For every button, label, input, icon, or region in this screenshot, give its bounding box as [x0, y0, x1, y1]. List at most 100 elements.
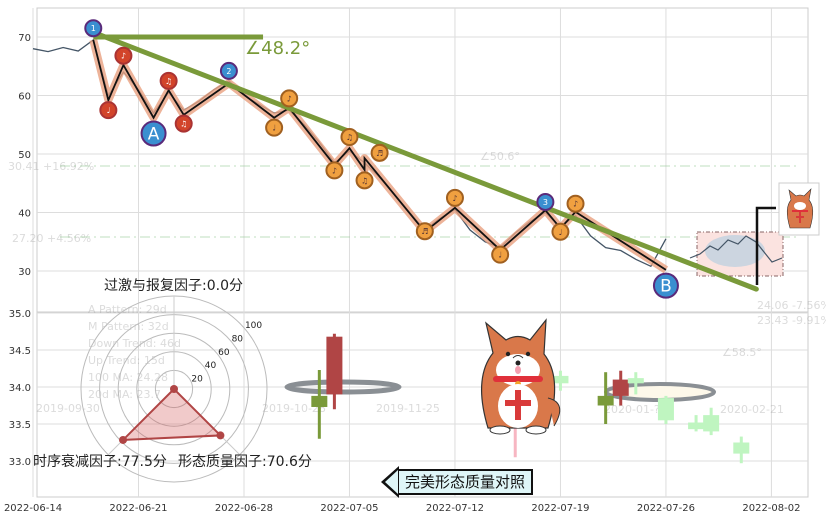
candle-body [597, 395, 614, 406]
candle-body [733, 442, 750, 454]
text-layer: ∠48.2° 过激与报复因子:0.0分 时序衰减因子:77.5分 形态质量因子:… [33, 38, 312, 470]
marker-label: ♪ [332, 166, 337, 175]
faint-date-label: 2019-09-30 [36, 402, 100, 415]
radar-axis-label-decay: 时序衰减因子:77.5分 [33, 453, 167, 470]
radar-ring-label: 60 [218, 348, 230, 358]
y-tick-label-lower: 34.5 [9, 346, 31, 357]
marker-red [114, 46, 133, 65]
candle-body [688, 422, 705, 430]
marker-red [159, 71, 178, 90]
faint-date-label: 2019-10-28 [262, 402, 326, 415]
marker-label: ♪ [573, 200, 578, 209]
marker-orange [566, 194, 585, 213]
marker-blue-small [219, 61, 238, 80]
marker-orange [445, 188, 464, 207]
shiba-illustrations [481, 182, 820, 435]
faint-date-label: 2020-02-21 [720, 403, 784, 416]
radar-point [216, 431, 225, 440]
marker-blue-small [536, 192, 555, 211]
marker-blue-large [140, 120, 167, 147]
shiba-dog-illustration [481, 318, 561, 435]
marker-label: ♪ [452, 194, 457, 203]
faint-date-label: 2020-01-?? [604, 403, 666, 416]
candle-body [657, 398, 674, 421]
candle-body [703, 415, 720, 432]
marker-red [99, 101, 118, 120]
radar-ring-label: 100 [245, 321, 262, 331]
x-tick-label: 2022-07-12 [426, 503, 484, 514]
marker-label: ♫ [361, 176, 368, 185]
compare-button[interactable]: 完美形态质量对照 [381, 466, 534, 498]
marker-orange [280, 89, 299, 108]
marker-orange [340, 128, 359, 147]
y-tick-label: 30 [18, 267, 31, 278]
y-tick-label-lower: 33.5 [9, 420, 31, 431]
candle-body [627, 378, 644, 384]
inset-price-line [689, 235, 783, 263]
faint-legend-entry: M Pattern: 32d [88, 320, 169, 333]
marker-label: ♪ [121, 52, 126, 61]
marker-label: ♫ [180, 120, 187, 129]
marker-label: ♩ [498, 251, 502, 260]
faint-angle-label: ∠58.5° [722, 346, 762, 359]
marker-label: ♩ [559, 228, 563, 237]
arrow-left-icon [381, 466, 399, 498]
bracket-marker [755, 206, 776, 285]
marker-orange [551, 222, 570, 241]
faint-date-label: 2019-11-25 [376, 402, 440, 415]
y-tick-label-lower: 33.0 [9, 457, 31, 468]
angle-label: ∠48.2° [245, 38, 310, 59]
marker-orange [491, 245, 510, 264]
inset-highlight [705, 235, 765, 267]
main-plot-frame [36, 7, 809, 313]
marker-label: B [660, 277, 672, 297]
faint-level-label: 30.41 +16.92% [8, 160, 94, 173]
x-tick-label: 2022-08-02 [742, 503, 800, 514]
marker-orange [265, 118, 284, 137]
x-tick-label: 2022-07-05 [320, 503, 378, 514]
faint-level-label: 24.06 -7.56% [757, 299, 826, 312]
marker-red [174, 114, 193, 133]
marker-label: ♫ [165, 77, 172, 86]
radar-point [119, 435, 128, 444]
marker-label: 1 [91, 24, 96, 33]
radar-ring-label: 80 [232, 334, 244, 344]
candle-body [612, 379, 629, 396]
marker-label: A [148, 125, 160, 145]
faint-level-label: 23.43 -9.91% [757, 314, 826, 327]
faint-angle-label: ∠50.6° [480, 150, 520, 163]
radar-ring-label: 20 [191, 375, 203, 385]
marker-label: ♪ [287, 94, 292, 103]
faint-level-label: 27.20 +4.56% [12, 232, 91, 245]
zigzag-line [92, 39, 667, 271]
y-tick-label-lower: 34.0 [9, 383, 31, 394]
axes: 2022-06-14 2022-06-21 2022-06-28 2022-07-05… [4, 33, 801, 514]
marker-orange [355, 171, 374, 190]
y-tick-label: 50 [18, 150, 31, 161]
trend-line [90, 29, 759, 292]
marker-label: ♬ [421, 227, 428, 236]
radar-polygon [120, 387, 223, 442]
x-tick-label: 2022-06-28 [215, 503, 273, 514]
marker-label: ♩ [106, 106, 110, 115]
highlight-ellipse [284, 379, 402, 395]
marker-label: ♩ [272, 124, 276, 133]
candle-body [326, 336, 343, 395]
marker-label: 2 [226, 67, 231, 76]
faint-legend-entry: 100 MA: 24.28 [88, 371, 168, 384]
y-tick-label-lower: 35.0 [9, 309, 31, 320]
x-tick-label: 2022-06-14 [4, 503, 62, 514]
y-tick-label: 70 [18, 33, 31, 44]
main-panel: 1 2 3 A B ♩ ♪ ♫ ♫ ♩ ♪ ♪ ♫ ♫ ♬ ♬ ♪ ♩ ♩ ♪ [32, 19, 784, 299]
marker-orange [370, 143, 389, 162]
radar-axis-label-quality: 形态质量因子:70.6分 [178, 454, 312, 470]
radar-axis-label-overfit: 过激与报复因子:0.0分 [104, 277, 243, 294]
x-tick-label: 2022-07-26 [637, 503, 695, 514]
candle-body [311, 395, 328, 407]
marker-orange [415, 222, 434, 241]
shiba-thumbnail [778, 182, 820, 236]
faint-legend-entry: 20d MA: 23.7 [88, 388, 161, 401]
y-tick-label: 40 [18, 209, 31, 220]
x-tick-label: 2022-07-19 [531, 503, 589, 514]
